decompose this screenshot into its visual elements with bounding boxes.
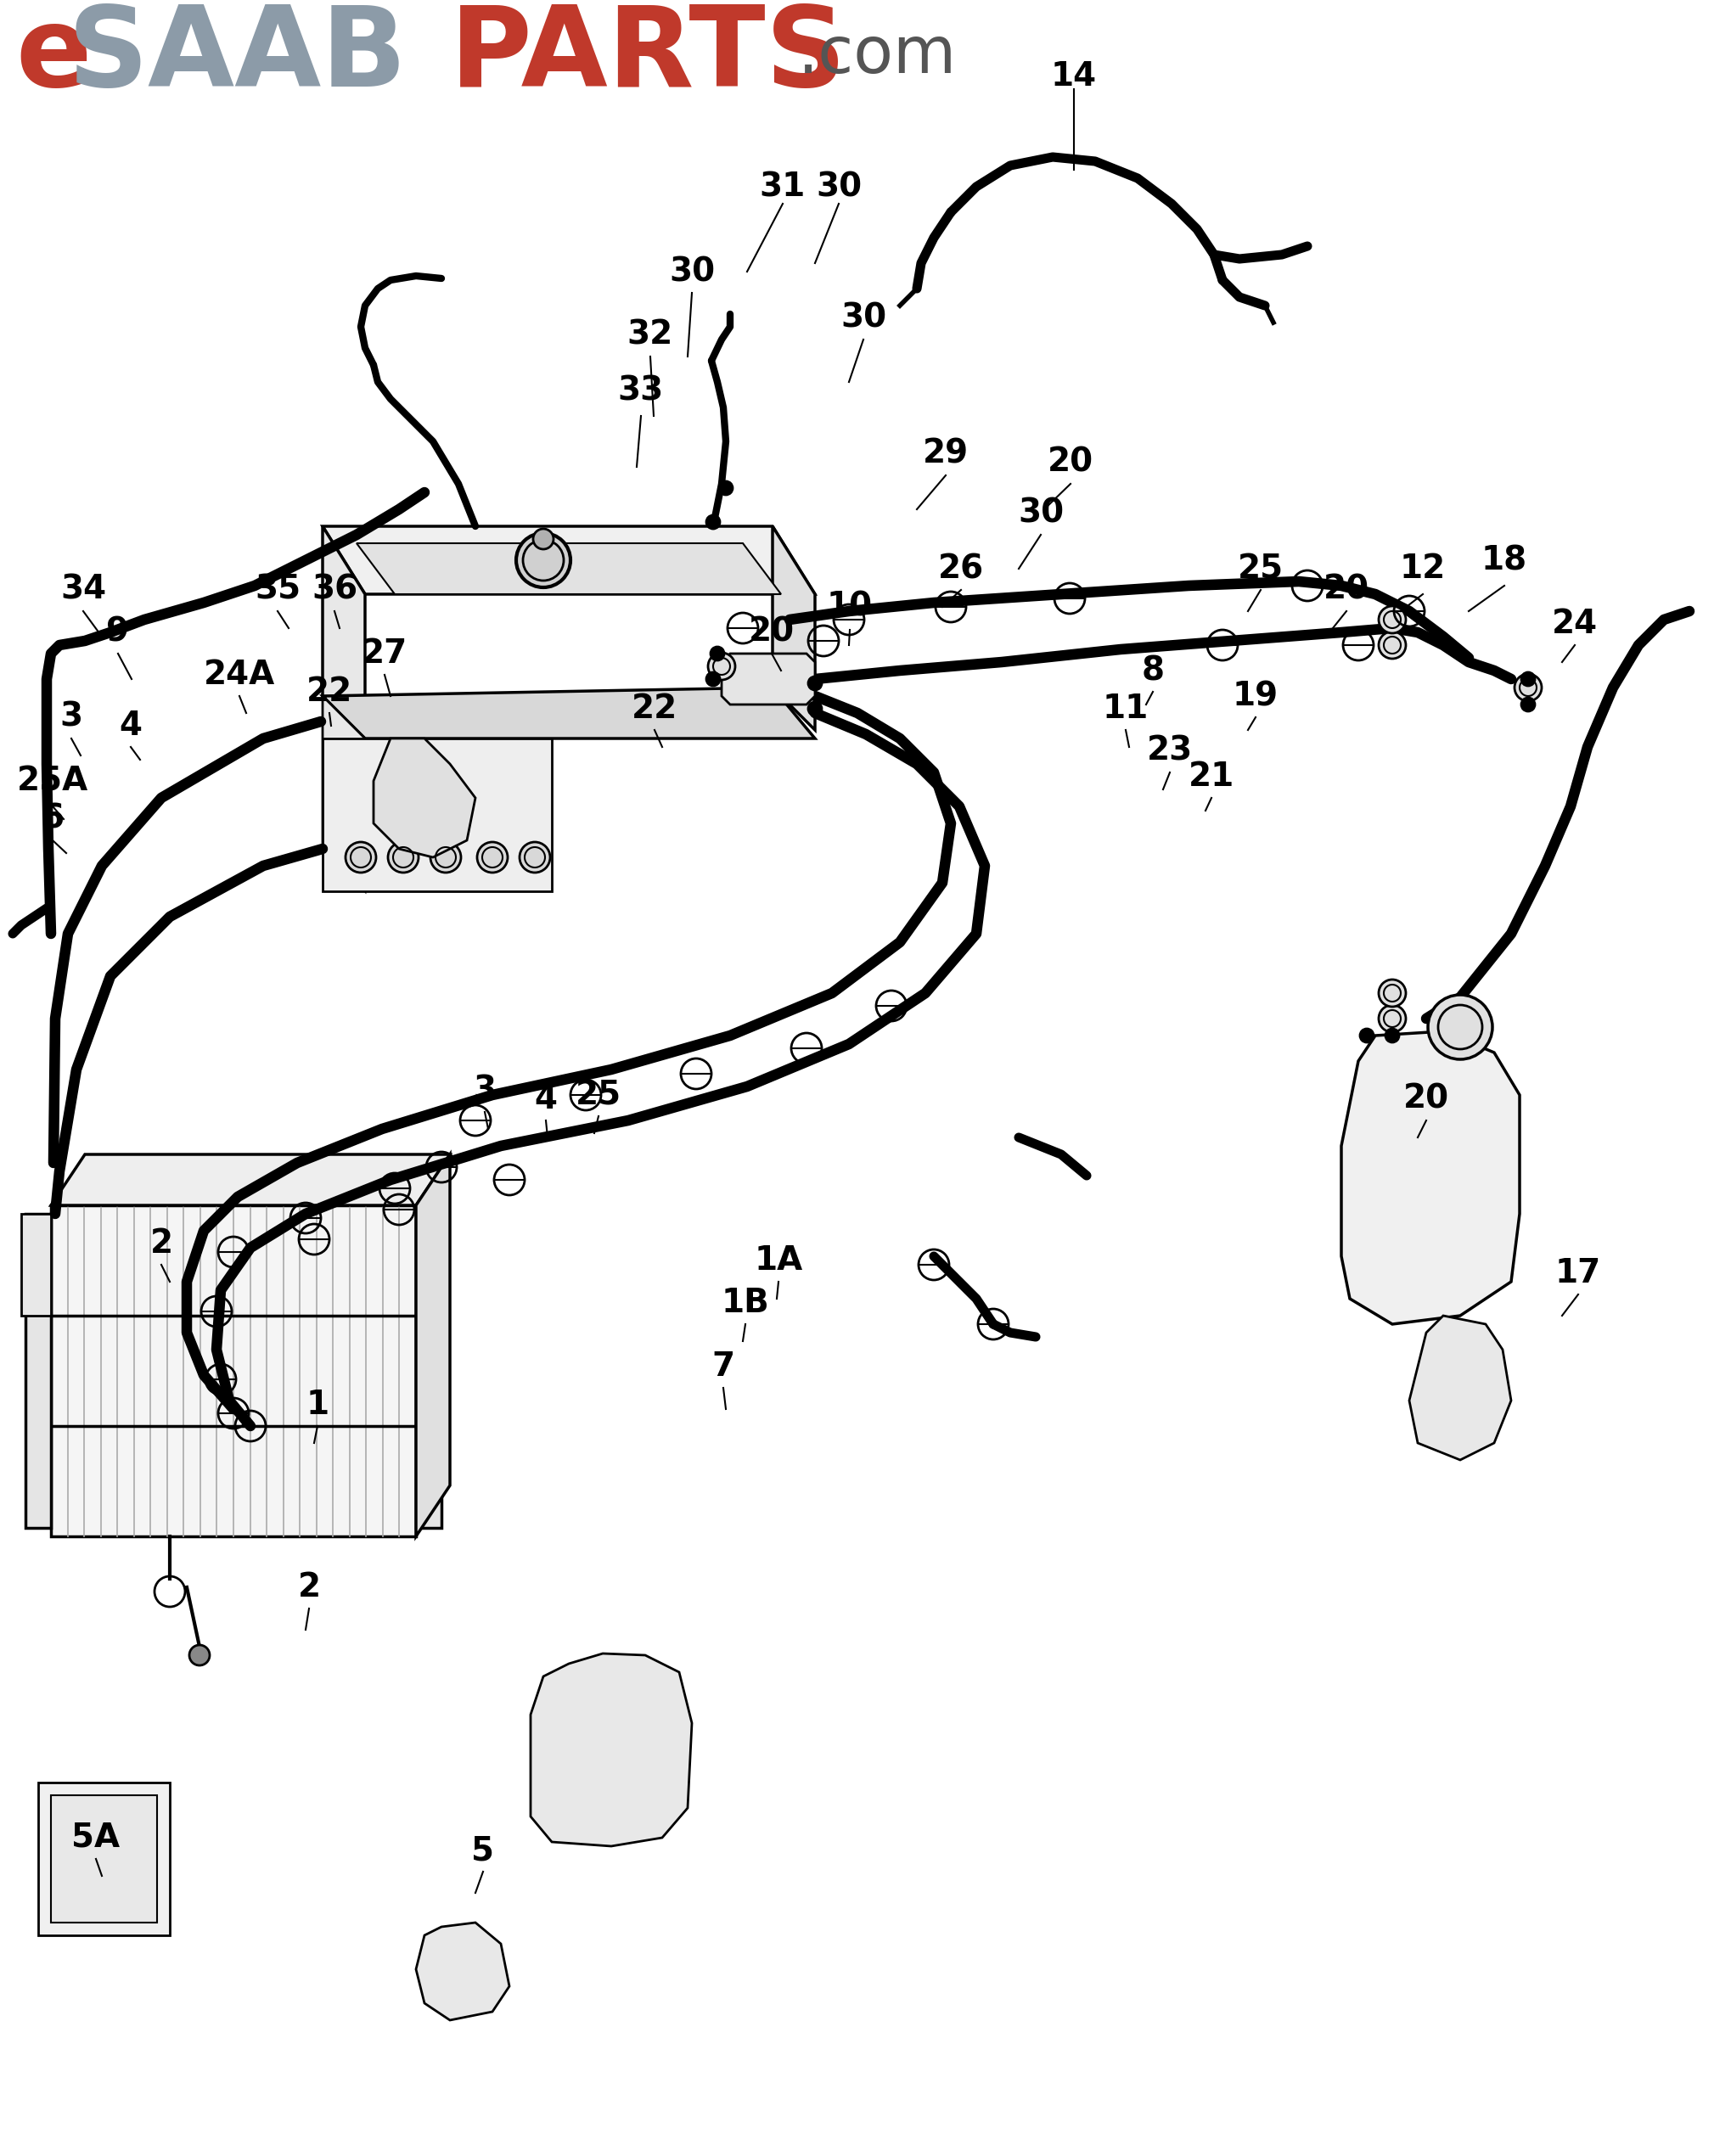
Circle shape	[189, 1645, 209, 1664]
Circle shape	[533, 528, 554, 550]
Polygon shape	[50, 1796, 158, 1923]
Circle shape	[708, 653, 736, 679]
Text: 14: 14	[1051, 60, 1096, 93]
Text: 36: 36	[312, 573, 357, 606]
Circle shape	[1520, 699, 1534, 711]
Circle shape	[808, 703, 822, 716]
Circle shape	[516, 533, 569, 586]
Circle shape	[1515, 675, 1541, 701]
Text: 7: 7	[711, 1350, 734, 1382]
Polygon shape	[50, 1205, 415, 1537]
Text: 11: 11	[1103, 692, 1148, 724]
Polygon shape	[415, 1153, 450, 1537]
Circle shape	[1378, 606, 1406, 634]
Text: SAAB: SAAB	[68, 2, 407, 110]
Circle shape	[431, 843, 460, 873]
Circle shape	[706, 673, 720, 686]
Polygon shape	[50, 1153, 450, 1205]
Text: 4: 4	[119, 709, 142, 742]
Circle shape	[1520, 673, 1534, 686]
Circle shape	[1378, 1005, 1406, 1033]
Text: 25: 25	[1238, 552, 1283, 584]
Polygon shape	[772, 526, 815, 731]
Text: 2: 2	[149, 1227, 173, 1259]
Text: e: e	[16, 2, 92, 110]
Polygon shape	[38, 1783, 170, 1936]
Text: 3: 3	[61, 701, 83, 733]
Text: 34: 34	[61, 573, 106, 606]
Text: 22: 22	[306, 675, 351, 707]
Text: 32: 32	[627, 319, 673, 351]
Circle shape	[346, 843, 376, 873]
Text: 8: 8	[1141, 655, 1163, 688]
Text: 22: 22	[632, 692, 677, 724]
Circle shape	[718, 481, 732, 496]
Polygon shape	[374, 740, 476, 858]
Text: 6: 6	[42, 802, 64, 834]
Text: 30: 30	[1018, 498, 1063, 530]
Text: 35: 35	[254, 573, 301, 606]
Polygon shape	[1409, 1315, 1511, 1460]
Circle shape	[1378, 632, 1406, 660]
Text: 25A: 25A	[17, 765, 88, 798]
Text: 24A: 24A	[204, 660, 275, 690]
Text: 19: 19	[1232, 679, 1277, 711]
Text: 20: 20	[748, 617, 795, 649]
Text: 12: 12	[1399, 552, 1445, 584]
Polygon shape	[1342, 1031, 1518, 1324]
Text: 5: 5	[471, 1835, 495, 1867]
Circle shape	[808, 677, 822, 690]
Polygon shape	[415, 1214, 441, 1529]
Polygon shape	[322, 688, 815, 740]
Text: 4: 4	[535, 1082, 557, 1115]
Text: 30: 30	[815, 170, 862, 203]
Text: 20: 20	[1402, 1082, 1449, 1115]
Circle shape	[519, 843, 550, 873]
Polygon shape	[722, 653, 815, 705]
Circle shape	[1428, 994, 1492, 1059]
Polygon shape	[21, 1214, 50, 1315]
Text: 31: 31	[760, 170, 805, 203]
Text: 25: 25	[575, 1078, 621, 1110]
Text: 17: 17	[1554, 1257, 1601, 1289]
Polygon shape	[322, 696, 365, 890]
Text: 24: 24	[1551, 608, 1598, 640]
Text: 26: 26	[938, 552, 983, 584]
Text: 33: 33	[618, 375, 663, 407]
Text: 30: 30	[668, 257, 715, 287]
Polygon shape	[530, 1654, 692, 1846]
Text: 18: 18	[1480, 543, 1527, 576]
Text: 21: 21	[1187, 761, 1234, 793]
Polygon shape	[415, 1923, 509, 2020]
Text: 3: 3	[473, 1074, 497, 1106]
Text: 27: 27	[362, 638, 407, 671]
Polygon shape	[322, 526, 815, 595]
Circle shape	[1385, 1028, 1399, 1041]
Circle shape	[1378, 979, 1406, 1007]
Circle shape	[476, 843, 507, 873]
Polygon shape	[357, 543, 781, 595]
Polygon shape	[322, 526, 365, 740]
Text: 10: 10	[826, 591, 872, 623]
Text: .com: .com	[798, 24, 957, 86]
Text: 2: 2	[298, 1572, 320, 1604]
Text: 1: 1	[306, 1388, 329, 1421]
Text: 23: 23	[1146, 735, 1193, 768]
Circle shape	[710, 647, 724, 660]
Text: 29: 29	[923, 438, 968, 470]
Text: 9: 9	[107, 617, 130, 649]
Text: PARTS: PARTS	[450, 2, 846, 110]
Polygon shape	[26, 1214, 50, 1529]
Text: 5A: 5A	[71, 1822, 119, 1854]
Polygon shape	[322, 740, 552, 890]
Text: 30: 30	[840, 302, 886, 334]
Circle shape	[1359, 1028, 1373, 1041]
Circle shape	[706, 515, 720, 528]
Text: 20: 20	[1047, 446, 1092, 479]
Circle shape	[388, 843, 419, 873]
Text: 20: 20	[1322, 573, 1369, 606]
Text: 1B: 1B	[720, 1287, 769, 1319]
Text: 1A: 1A	[753, 1244, 803, 1276]
